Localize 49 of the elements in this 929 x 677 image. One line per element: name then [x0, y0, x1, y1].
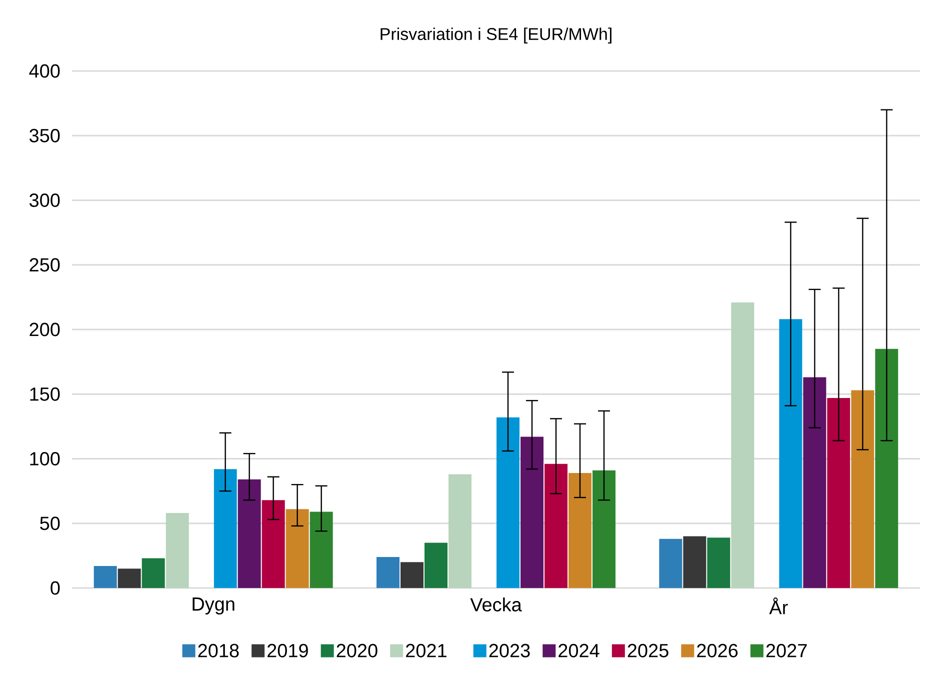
y-tick-label: 350 — [29, 128, 60, 142]
bar — [875, 348, 898, 588]
legend-label: 2027 — [766, 644, 807, 658]
legend-label: 2023 — [489, 644, 530, 658]
bar — [310, 512, 333, 588]
legend-label: 2026 — [697, 644, 738, 658]
bar — [707, 538, 730, 588]
bar — [142, 558, 165, 588]
y-tick-label: 300 — [29, 194, 60, 207]
bar — [262, 500, 285, 588]
bar — [731, 302, 754, 588]
legend-label: 2020 — [336, 644, 378, 658]
bar — [827, 398, 850, 588]
bar — [448, 474, 472, 588]
x-tick-label: Dygn — [192, 598, 234, 615]
bar — [94, 566, 117, 588]
bar — [683, 536, 706, 588]
bar — [118, 568, 141, 588]
bar — [779, 319, 802, 588]
bar — [592, 470, 616, 588]
bar — [424, 542, 448, 588]
x-tick-label: Vecka — [470, 598, 522, 612]
bar — [659, 538, 682, 588]
y-tick-label: 400 — [29, 64, 60, 78]
bar — [520, 436, 544, 588]
legend-label: 2025 — [628, 644, 668, 658]
bar — [286, 509, 309, 588]
bar — [851, 390, 874, 588]
bar — [803, 377, 826, 588]
bar — [166, 513, 189, 588]
bar — [376, 556, 400, 588]
bar — [568, 472, 592, 588]
y-tick-label: 250 — [30, 258, 60, 272]
bar — [214, 469, 237, 588]
y-tick-label: 200 — [30, 322, 60, 336]
x-tick-label: År — [769, 598, 788, 614]
bar — [400, 562, 424, 588]
bar — [238, 479, 261, 588]
legend-label: 2018 — [198, 644, 239, 658]
legend-label: 2024 — [558, 644, 600, 658]
chart-title: Prisvariation i SE4 [EUR/MWh] — [380, 28, 612, 44]
y-tick-label: 100 — [30, 452, 60, 466]
bar — [496, 417, 520, 588]
y-tick-label: 150 — [30, 387, 60, 401]
legend-label: 2021 — [406, 644, 446, 658]
y-tick-label: 0 — [50, 581, 60, 595]
legend-label: 2019 — [268, 644, 308, 658]
bar — [544, 464, 568, 588]
y-tick-label: 50 — [40, 516, 60, 530]
